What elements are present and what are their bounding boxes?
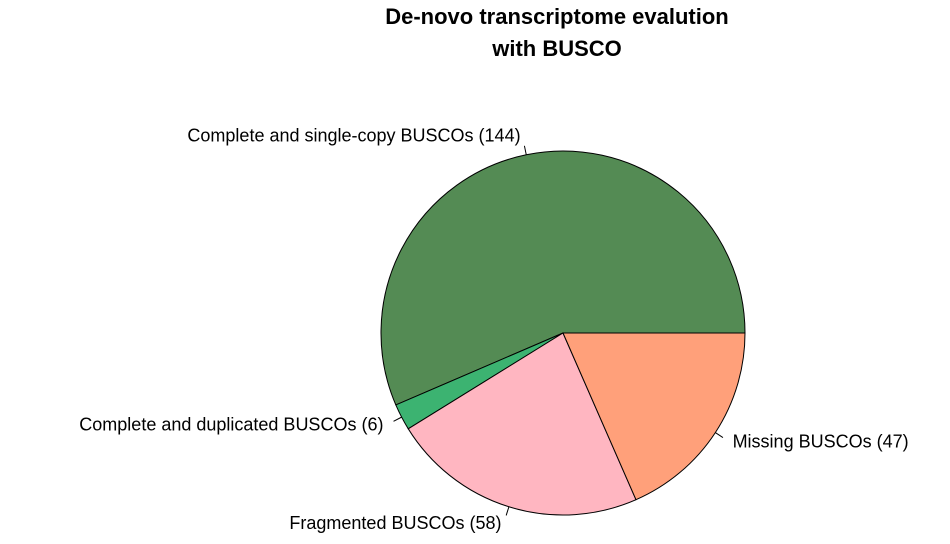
- pie-slice: [380, 150, 746, 406]
- chart-title: De-novo transcriptome evalution: [385, 4, 729, 29]
- slice-label: Missing BUSCOs (47): [733, 431, 909, 451]
- leader-line: [715, 432, 724, 438]
- slice-label: Fragmented BUSCOs (58): [289, 513, 501, 533]
- slice-label: Complete and duplicated BUSCOs (6): [79, 414, 383, 434]
- slice-label: Complete and single-copy BUSCOs (144): [187, 126, 520, 146]
- chart-title: with BUSCO: [491, 36, 622, 61]
- leader-line: [393, 416, 402, 422]
- leader-line: [523, 145, 527, 155]
- leader-line: [505, 506, 510, 516]
- pie-slice: [562, 332, 746, 501]
